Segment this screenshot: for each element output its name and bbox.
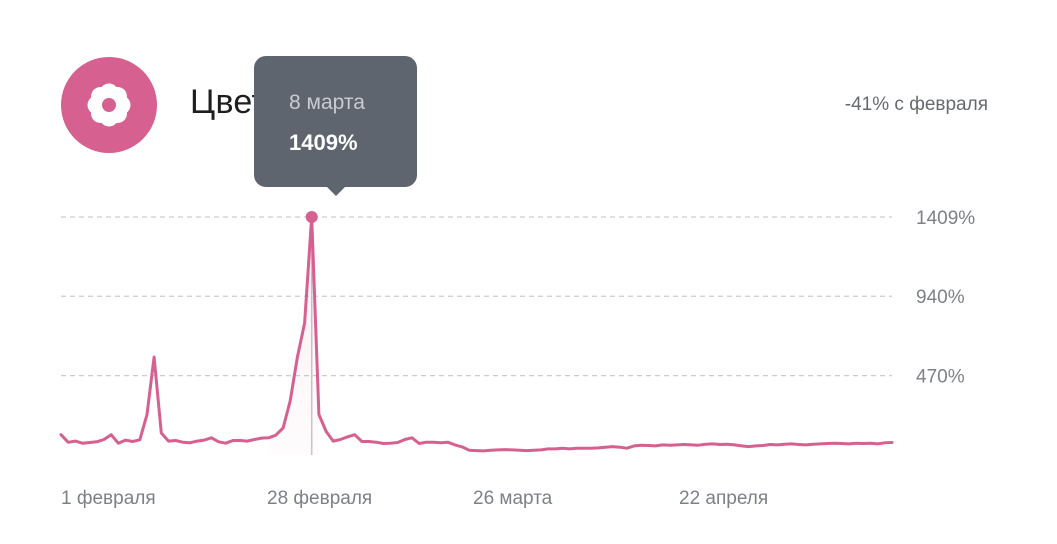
x-tick-label: 26 марта <box>473 488 553 509</box>
tooltip-date: 8 марта <box>289 91 365 114</box>
x-tick-label: 22 апреля <box>679 488 768 509</box>
series-line <box>59 215 894 453</box>
highlighted-point <box>305 211 318 223</box>
x-tick-label: 1 февраля <box>61 488 156 509</box>
peak-area <box>268 217 319 455</box>
hover-tooltip: 8 марта 1409% <box>254 56 417 196</box>
y-tick-label: 940% <box>916 287 965 308</box>
flower-icon <box>87 83 131 127</box>
x-tick-label: 28 февраля <box>267 488 372 509</box>
tooltip-value: 1409% <box>289 130 358 155</box>
category-avatar <box>61 57 157 153</box>
y-tick-label: 1409% <box>916 208 975 229</box>
y-tick-label: 470% <box>916 367 965 388</box>
change-since-february: -41% с февраля <box>844 94 988 115</box>
